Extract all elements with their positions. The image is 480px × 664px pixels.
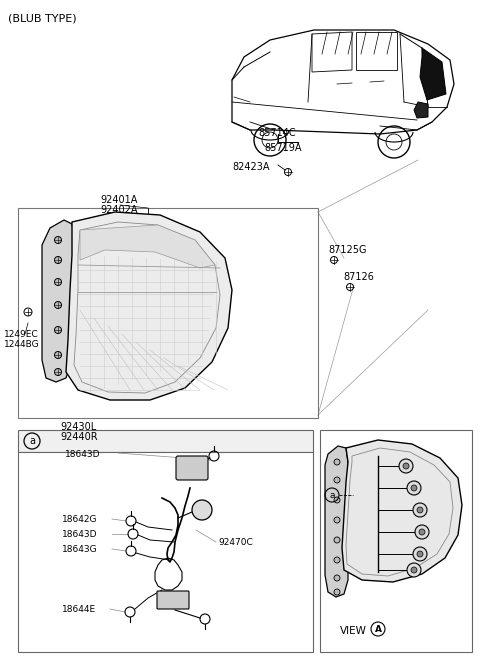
- Text: 1249EC: 1249EC: [4, 330, 38, 339]
- Circle shape: [334, 459, 340, 465]
- Circle shape: [334, 517, 340, 523]
- Polygon shape: [42, 220, 74, 382]
- Text: 87125G: 87125G: [328, 245, 367, 255]
- Circle shape: [417, 507, 423, 513]
- Circle shape: [55, 301, 61, 309]
- FancyBboxPatch shape: [176, 456, 208, 480]
- Text: A: A: [374, 625, 382, 633]
- Text: (BLUB TYPE): (BLUB TYPE): [8, 13, 77, 23]
- Circle shape: [55, 278, 61, 286]
- Circle shape: [407, 563, 421, 577]
- Circle shape: [399, 459, 413, 473]
- Text: 85719A: 85719A: [264, 143, 301, 153]
- Circle shape: [415, 525, 429, 539]
- Text: 18644E: 18644E: [62, 605, 96, 614]
- Text: 1244BG: 1244BG: [4, 340, 40, 349]
- Text: 92402A: 92402A: [100, 205, 137, 215]
- Polygon shape: [420, 48, 446, 100]
- Text: VIEW: VIEW: [340, 626, 367, 636]
- Text: 92470C: 92470C: [218, 538, 253, 547]
- Polygon shape: [80, 225, 215, 268]
- Text: 18643D: 18643D: [62, 530, 97, 539]
- Circle shape: [192, 500, 212, 520]
- Circle shape: [55, 327, 61, 333]
- Circle shape: [417, 551, 423, 557]
- Circle shape: [411, 567, 417, 573]
- Circle shape: [334, 575, 340, 581]
- Circle shape: [55, 351, 61, 359]
- Bar: [320, 430, 472, 652]
- Circle shape: [419, 529, 425, 535]
- Circle shape: [413, 503, 427, 517]
- Text: 85714C: 85714C: [258, 128, 296, 138]
- Text: 92430L: 92430L: [60, 422, 96, 432]
- Polygon shape: [414, 102, 428, 118]
- Circle shape: [413, 547, 427, 561]
- Circle shape: [403, 463, 409, 469]
- Circle shape: [55, 256, 61, 264]
- Circle shape: [55, 236, 61, 244]
- Text: 92401A: 92401A: [100, 195, 137, 205]
- Text: 18643G: 18643G: [62, 545, 97, 554]
- Circle shape: [411, 485, 417, 491]
- Bar: [18, 208, 318, 418]
- Circle shape: [334, 477, 340, 483]
- Text: 82423A: 82423A: [232, 162, 269, 172]
- Bar: [18, 452, 313, 652]
- Circle shape: [407, 481, 421, 495]
- Text: 87126: 87126: [343, 272, 374, 282]
- Text: 18642G: 18642G: [62, 515, 97, 524]
- FancyBboxPatch shape: [157, 591, 189, 609]
- Bar: [18, 430, 313, 452]
- Circle shape: [55, 369, 61, 376]
- Text: a: a: [329, 491, 335, 499]
- Text: 92440R: 92440R: [60, 432, 97, 442]
- Polygon shape: [342, 440, 462, 582]
- Polygon shape: [325, 446, 348, 597]
- Circle shape: [334, 557, 340, 563]
- Text: a: a: [29, 436, 35, 446]
- Circle shape: [334, 497, 340, 503]
- Text: 18643D: 18643D: [65, 450, 100, 459]
- Circle shape: [334, 537, 340, 543]
- Polygon shape: [66, 212, 232, 400]
- Circle shape: [334, 589, 340, 595]
